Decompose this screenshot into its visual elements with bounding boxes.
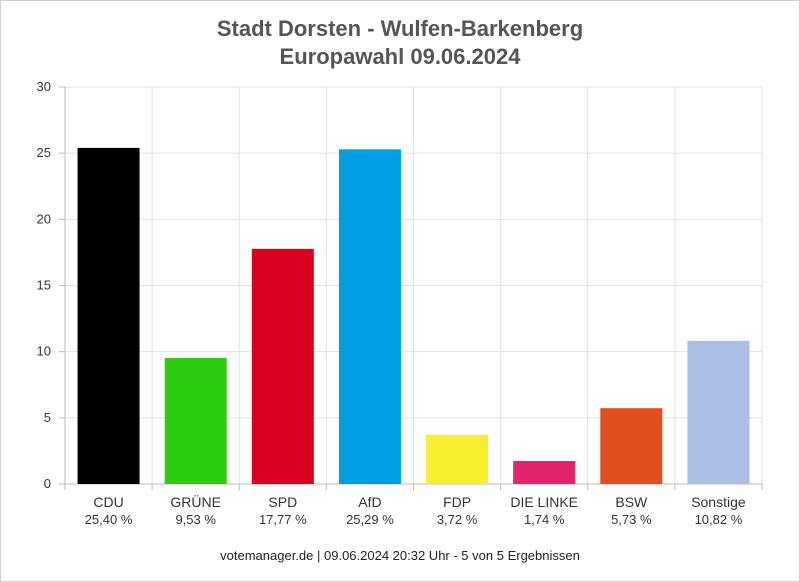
y-tick-label: 30 bbox=[37, 79, 51, 94]
data-label: 17,77 % bbox=[259, 512, 307, 527]
y-tick-label: 25 bbox=[37, 145, 51, 160]
chart-subtitle: Europawahl 09.06.2024 bbox=[279, 44, 521, 69]
y-tick-label: 5 bbox=[44, 410, 51, 425]
y-tick-label: 15 bbox=[37, 278, 51, 293]
data-label: 5,73 % bbox=[611, 512, 652, 527]
data-label: 1,74 % bbox=[524, 512, 565, 527]
bar-die-linke bbox=[513, 460, 576, 484]
bar-cdu bbox=[77, 147, 140, 484]
x-tick-label: GRÜNE bbox=[170, 493, 221, 510]
data-label: 9,53 % bbox=[175, 512, 216, 527]
x-tick-label: CDU bbox=[93, 494, 123, 510]
data-label: 10,82 % bbox=[695, 512, 743, 527]
bar-spd bbox=[251, 248, 314, 484]
bar-bsw bbox=[600, 408, 663, 484]
y-tick-label: 20 bbox=[37, 211, 51, 226]
data-label: 3,72 % bbox=[437, 512, 478, 527]
chart-title: Stadt Dorsten - Wulfen-Barkenberg bbox=[216, 16, 584, 41]
y-tick-label: 10 bbox=[37, 344, 51, 359]
x-tick-label: SPD bbox=[268, 494, 297, 510]
x-tick-label: FDP bbox=[443, 494, 471, 510]
x-tick-label: DIE LINKE bbox=[510, 494, 578, 510]
footer-source: votemanager.de | 09.06.2024 20:32 Uhr - … bbox=[220, 548, 580, 563]
data-label: 25,40 % bbox=[85, 512, 133, 527]
bar-sonstige bbox=[687, 340, 750, 484]
data-label: 25,29 % bbox=[346, 512, 394, 527]
bar-fdp bbox=[426, 434, 489, 484]
x-tick-label: AfD bbox=[358, 494, 381, 510]
x-tick-label: BSW bbox=[615, 494, 648, 510]
y-tick-label: 0 bbox=[44, 476, 51, 491]
x-tick-label: Sonstige bbox=[691, 494, 746, 510]
bar-grüne bbox=[164, 357, 227, 484]
bar-chart: 0 5 10 15 20 25 30 CDU 25,40 % GRÜNE 9,53 % SPD 17,7… bbox=[37, 79, 763, 527]
bar-afd bbox=[338, 149, 401, 485]
